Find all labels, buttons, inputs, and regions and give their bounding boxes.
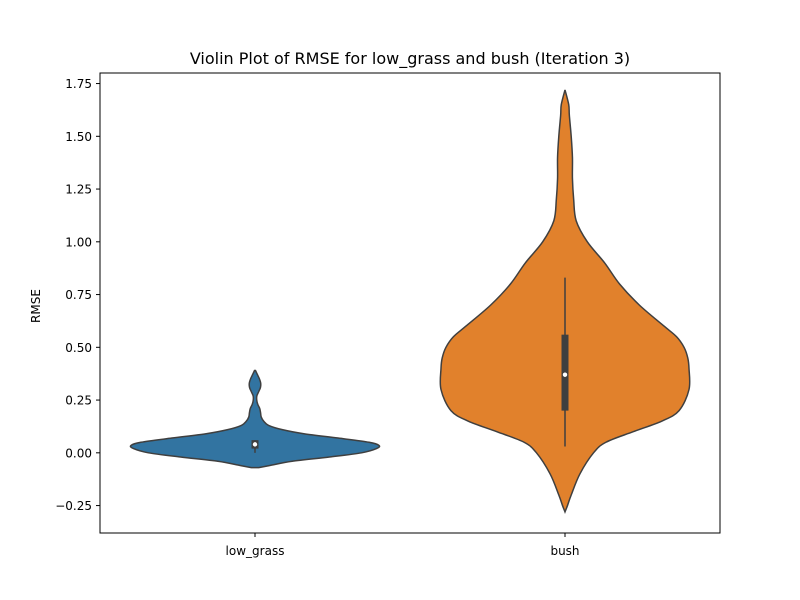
y-tick-label: 1.50 xyxy=(65,130,92,144)
y-tick-label: 1.00 xyxy=(65,235,92,249)
y-tick-label: 0.50 xyxy=(65,341,92,355)
y-tick-label: 1.75 xyxy=(65,77,92,91)
plot-area xyxy=(129,89,691,514)
y-tick-label: −0.25 xyxy=(55,499,92,513)
chart-title: Violin Plot of RMSE for low_grass and bu… xyxy=(190,49,630,69)
x-tick-label: low_grass xyxy=(226,544,285,558)
violin-median xyxy=(562,372,568,377)
y-tick-label: 0.25 xyxy=(65,394,92,408)
x-tick-label: bush xyxy=(550,544,579,558)
y-tick-label: 1.25 xyxy=(65,183,92,197)
y-tick-label: 0.75 xyxy=(65,288,92,302)
y-axis-label: RMSE xyxy=(29,289,43,323)
plot-frame xyxy=(99,72,721,534)
y-tick-label: 0.00 xyxy=(65,446,92,460)
violin-body xyxy=(129,369,381,469)
violin-median xyxy=(252,442,258,447)
